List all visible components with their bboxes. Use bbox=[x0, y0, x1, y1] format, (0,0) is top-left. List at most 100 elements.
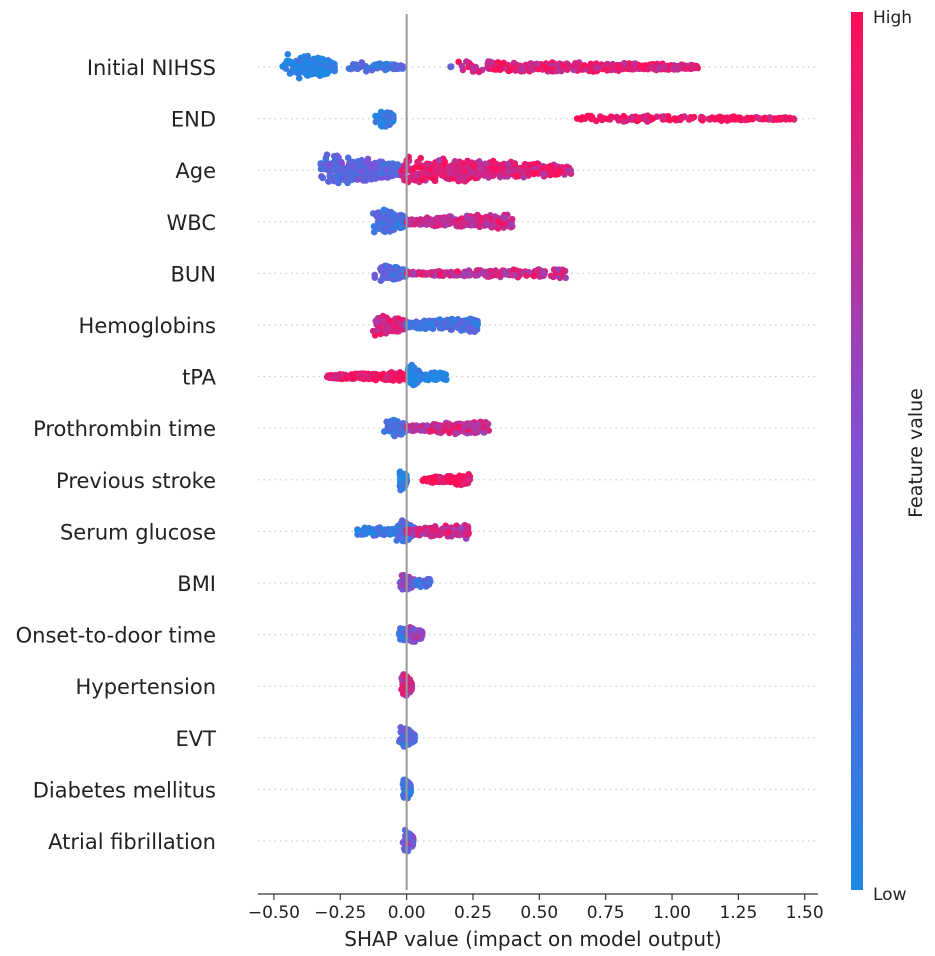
shap-point bbox=[431, 527, 439, 534]
shap-point bbox=[373, 212, 380, 220]
shap-point bbox=[699, 114, 707, 122]
shap-point bbox=[354, 65, 362, 73]
shap-point bbox=[325, 161, 332, 169]
shap-point bbox=[466, 476, 474, 483]
shap-point bbox=[402, 167, 409, 175]
shap-point bbox=[501, 270, 509, 278]
shap-point bbox=[417, 171, 425, 178]
shap-point bbox=[497, 66, 504, 73]
shap-point bbox=[649, 63, 656, 70]
shap-point bbox=[435, 157, 443, 164]
shap-point bbox=[416, 525, 423, 533]
shap-point bbox=[464, 270, 471, 277]
shap-point bbox=[447, 63, 455, 70]
shap-point bbox=[460, 176, 468, 183]
shap-point bbox=[411, 423, 419, 431]
shap-point bbox=[392, 270, 400, 278]
shap-point bbox=[282, 65, 290, 72]
shap-point bbox=[640, 113, 648, 120]
shap-point bbox=[446, 478, 454, 486]
shap-point bbox=[455, 531, 463, 539]
feature-row: Initial NIHSS bbox=[87, 51, 818, 82]
shap-point bbox=[369, 327, 377, 335]
shap-point bbox=[474, 421, 481, 428]
shap-point bbox=[430, 372, 437, 380]
shap-point bbox=[392, 374, 399, 381]
shap-point bbox=[470, 65, 478, 73]
shap-point bbox=[447, 220, 454, 227]
shap-point bbox=[379, 120, 386, 128]
shap-point bbox=[412, 177, 419, 184]
shap-point bbox=[531, 169, 538, 176]
shap-point bbox=[581, 62, 588, 69]
shap-point bbox=[543, 64, 550, 72]
shap-point bbox=[464, 523, 472, 530]
shap-point bbox=[378, 371, 386, 379]
shap-point bbox=[644, 118, 651, 125]
shap-point bbox=[556, 166, 563, 174]
shap-point bbox=[670, 64, 677, 72]
shap-point bbox=[483, 273, 491, 280]
shap-point bbox=[378, 265, 386, 273]
feature-row: Hemoglobins bbox=[79, 312, 818, 339]
shap-point bbox=[458, 318, 466, 325]
feature-label: BMI bbox=[177, 572, 216, 596]
shap-point bbox=[518, 65, 526, 73]
shap-point bbox=[427, 476, 434, 484]
shap-point bbox=[550, 273, 557, 281]
shap-point bbox=[285, 58, 293, 65]
shap-point bbox=[371, 228, 378, 236]
shap-point bbox=[573, 115, 581, 122]
feature-row: END bbox=[171, 108, 818, 132]
shap-point bbox=[570, 62, 578, 70]
shap-point bbox=[368, 528, 375, 536]
shap-point bbox=[493, 271, 501, 279]
shap-point bbox=[629, 65, 637, 73]
shap-point bbox=[397, 474, 405, 482]
feature-row: Serum glucose bbox=[60, 517, 818, 544]
shap-point bbox=[445, 422, 453, 430]
shap-point bbox=[452, 171, 460, 178]
shap-point bbox=[640, 62, 647, 70]
shap-point bbox=[464, 157, 471, 165]
shap-point bbox=[564, 66, 571, 73]
shap-point bbox=[773, 116, 780, 123]
shap-point bbox=[530, 61, 537, 68]
shap-point bbox=[454, 268, 461, 275]
shap-point bbox=[296, 57, 304, 64]
shap-point bbox=[582, 115, 589, 122]
shap-point bbox=[396, 482, 404, 490]
shap-point bbox=[471, 319, 478, 327]
shap-point bbox=[715, 114, 723, 122]
shap-point bbox=[389, 113, 397, 121]
shap-point bbox=[399, 537, 407, 545]
feature-label: Previous stroke bbox=[56, 469, 216, 493]
shap-point bbox=[390, 323, 397, 330]
shap-point bbox=[386, 263, 393, 271]
shap-point bbox=[466, 324, 473, 332]
feature-label: Initial NIHSS bbox=[87, 56, 216, 80]
shap-point bbox=[414, 322, 422, 330]
shap-point bbox=[284, 51, 292, 58]
shap-point bbox=[372, 118, 380, 126]
shap-point bbox=[455, 423, 463, 431]
shap-point bbox=[744, 115, 752, 123]
shap-point bbox=[736, 114, 744, 122]
shap-point bbox=[408, 323, 416, 330]
shap-point bbox=[335, 179, 342, 187]
feature-row: Previous stroke bbox=[56, 468, 818, 494]
shap-point bbox=[485, 58, 492, 65]
shap-point bbox=[302, 65, 310, 73]
shap-point bbox=[317, 165, 325, 173]
shap-point bbox=[456, 477, 464, 484]
shap-point bbox=[387, 527, 394, 534]
shap-point bbox=[306, 61, 313, 68]
shap-point bbox=[463, 163, 471, 171]
shap-point bbox=[386, 373, 393, 381]
shap-point bbox=[315, 55, 323, 63]
shap-point bbox=[354, 176, 361, 183]
shap-point bbox=[500, 59, 507, 67]
shap-point bbox=[457, 223, 465, 230]
shap-point bbox=[540, 270, 547, 277]
feature-row: Age bbox=[175, 151, 818, 187]
